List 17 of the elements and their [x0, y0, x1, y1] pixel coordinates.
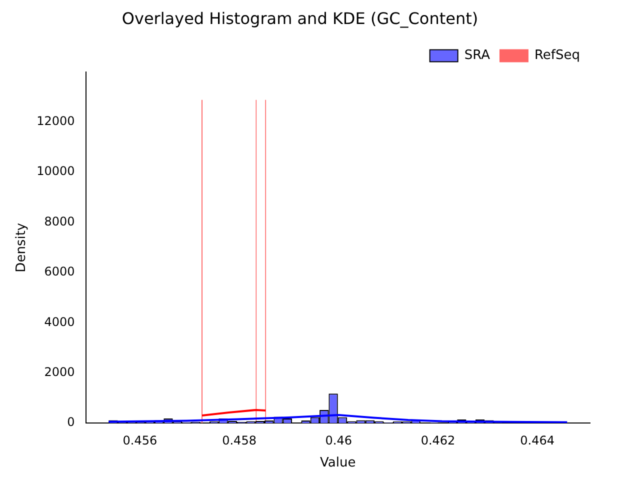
y-tick-label: 12000: [36, 114, 75, 128]
x-axis-title: Value: [320, 456, 356, 471]
legend-label: RefSeq: [534, 48, 580, 64]
legend-label: SRA: [464, 48, 490, 64]
y-tick-label: 6000: [44, 264, 75, 279]
x-tick-label: 0.464: [520, 433, 555, 448]
x-tick-label: 0.462: [420, 433, 456, 448]
y-tick-label: 2000: [44, 364, 75, 379]
x-tick-label: 0.456: [122, 433, 158, 448]
chart-title: Overlayed Histogram and KDE (GC_Content): [122, 8, 478, 28]
y-axis-title: Density: [14, 222, 30, 272]
x-tick-label: 0.46: [325, 433, 352, 448]
y-tick-label: 0: [67, 415, 75, 430]
x-tick-label: 0.458: [222, 433, 256, 448]
y-tick-label: 10000: [36, 164, 75, 178]
y-tick-label: 8000: [44, 214, 75, 228]
y-tick-label: 4000: [44, 314, 75, 329]
